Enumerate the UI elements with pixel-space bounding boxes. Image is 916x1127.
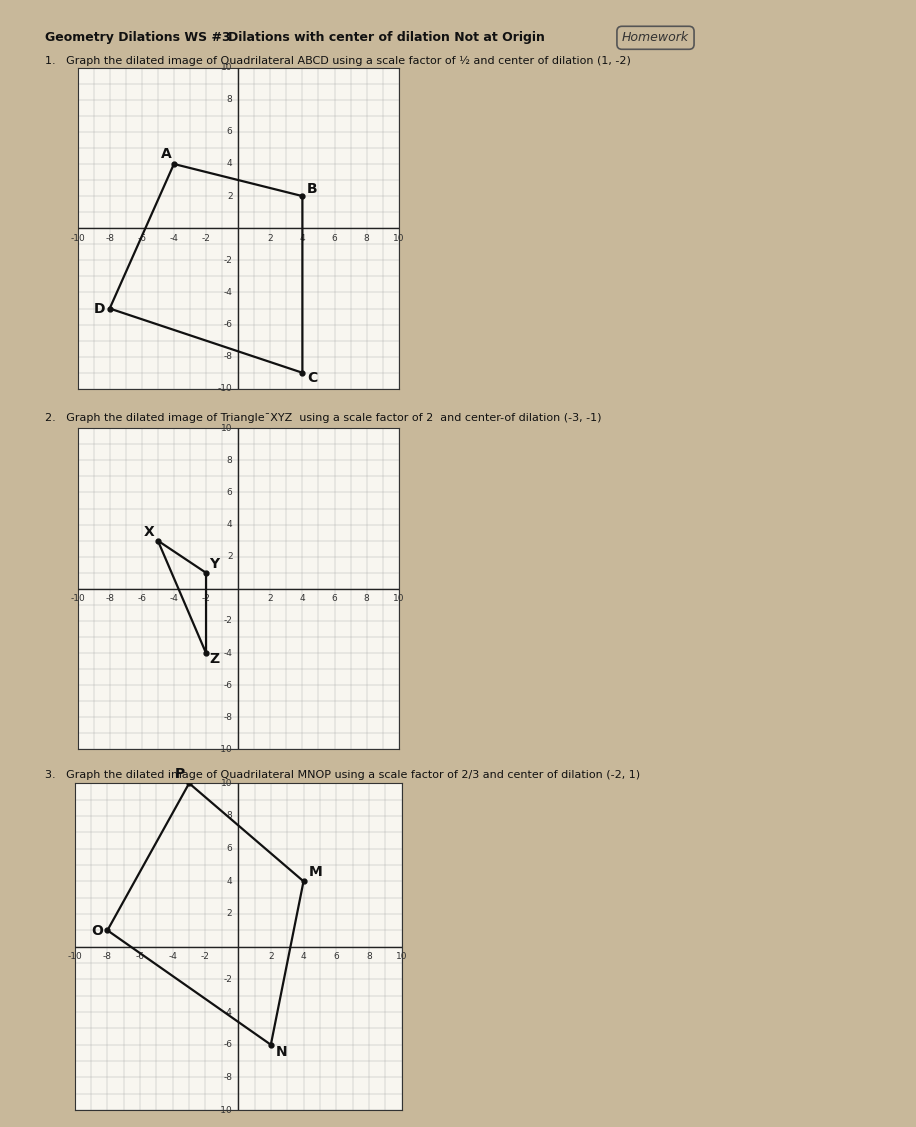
Text: 4: 4: [300, 233, 305, 242]
Text: Y: Y: [209, 557, 219, 571]
Text: -2: -2: [224, 975, 233, 984]
Text: -2: -2: [201, 952, 210, 961]
Text: 2: 2: [227, 552, 233, 561]
Text: -10: -10: [71, 233, 85, 242]
Text: 8: 8: [364, 233, 369, 242]
Text: -4: -4: [169, 594, 179, 603]
Text: -4: -4: [224, 1008, 233, 1017]
Text: 8: 8: [227, 96, 233, 104]
Text: 2.   Graph the dilated image of Triangle¯XYZ  using a scale factor of 2  and cen: 2. Graph the dilated image of Triangle¯X…: [45, 412, 602, 423]
Text: 6: 6: [227, 488, 233, 497]
Text: -6: -6: [136, 952, 145, 961]
Text: -10: -10: [68, 952, 82, 961]
Text: 6: 6: [332, 233, 337, 242]
Text: 1.   Graph the dilated image of Quadrilateral ABCD using a scale factor of ½ and: 1. Graph the dilated image of Quadrilate…: [45, 56, 631, 66]
Text: 10: 10: [221, 779, 233, 788]
Text: -6: -6: [224, 681, 233, 690]
Text: M: M: [309, 866, 322, 879]
Text: 8: 8: [226, 811, 233, 820]
Text: X: X: [144, 525, 154, 539]
Text: -6: -6: [224, 320, 233, 329]
Text: -8: -8: [224, 1073, 233, 1082]
Text: 8: 8: [366, 952, 372, 961]
Text: 8: 8: [227, 456, 233, 464]
Text: 4: 4: [227, 877, 233, 886]
Text: 2: 2: [227, 909, 233, 919]
Text: 10: 10: [393, 594, 405, 603]
Text: 10: 10: [396, 952, 408, 961]
Text: 4: 4: [300, 952, 306, 961]
Text: -8: -8: [105, 233, 114, 242]
Text: Homework: Homework: [622, 32, 689, 44]
Text: -4: -4: [224, 289, 233, 296]
Text: -8: -8: [224, 713, 233, 721]
Text: -6: -6: [224, 1040, 233, 1049]
Text: -2: -2: [202, 233, 211, 242]
Text: 2: 2: [267, 233, 273, 242]
Text: 6: 6: [332, 594, 337, 603]
Text: -10: -10: [218, 745, 233, 754]
Text: 10: 10: [393, 233, 405, 242]
Text: A: A: [161, 147, 172, 160]
Text: 3.   Graph the dilated image of Quadrilateral MNOP using a scale factor of 2/3 a: 3. Graph the dilated image of Quadrilate…: [45, 770, 640, 780]
Text: 4: 4: [227, 521, 233, 529]
Text: B: B: [307, 181, 318, 196]
Text: -4: -4: [224, 649, 233, 657]
Text: -10: -10: [71, 594, 85, 603]
Text: -10: -10: [218, 384, 233, 393]
Text: -8: -8: [103, 952, 112, 961]
Text: 6: 6: [226, 844, 233, 853]
Text: 4: 4: [227, 160, 233, 168]
Text: -2: -2: [202, 594, 211, 603]
Text: -4: -4: [169, 233, 179, 242]
Text: -2: -2: [224, 616, 233, 625]
Text: O: O: [91, 924, 103, 939]
Text: Z: Z: [209, 651, 219, 666]
Text: -8: -8: [224, 353, 233, 361]
Text: -6: -6: [137, 233, 147, 242]
Text: N: N: [276, 1045, 288, 1059]
Text: Dilations with center of dilation Not at Origin: Dilations with center of dilation Not at…: [228, 32, 545, 44]
Text: D: D: [93, 302, 105, 317]
Text: 2: 2: [227, 192, 233, 201]
Text: -4: -4: [169, 952, 177, 961]
Text: -6: -6: [137, 594, 147, 603]
Text: 10: 10: [221, 63, 233, 72]
Text: -10: -10: [218, 1106, 233, 1115]
Text: P: P: [174, 767, 185, 781]
Text: 4: 4: [300, 594, 305, 603]
Text: 2: 2: [267, 594, 273, 603]
Text: -8: -8: [105, 594, 114, 603]
Text: 2: 2: [268, 952, 274, 961]
Text: Geometry Dilations WS #3: Geometry Dilations WS #3: [45, 32, 231, 44]
Text: -2: -2: [224, 256, 233, 265]
Text: 10: 10: [221, 424, 233, 433]
Text: C: C: [307, 372, 318, 385]
Text: 6: 6: [227, 127, 233, 136]
Text: 8: 8: [364, 594, 369, 603]
Text: 6: 6: [333, 952, 339, 961]
